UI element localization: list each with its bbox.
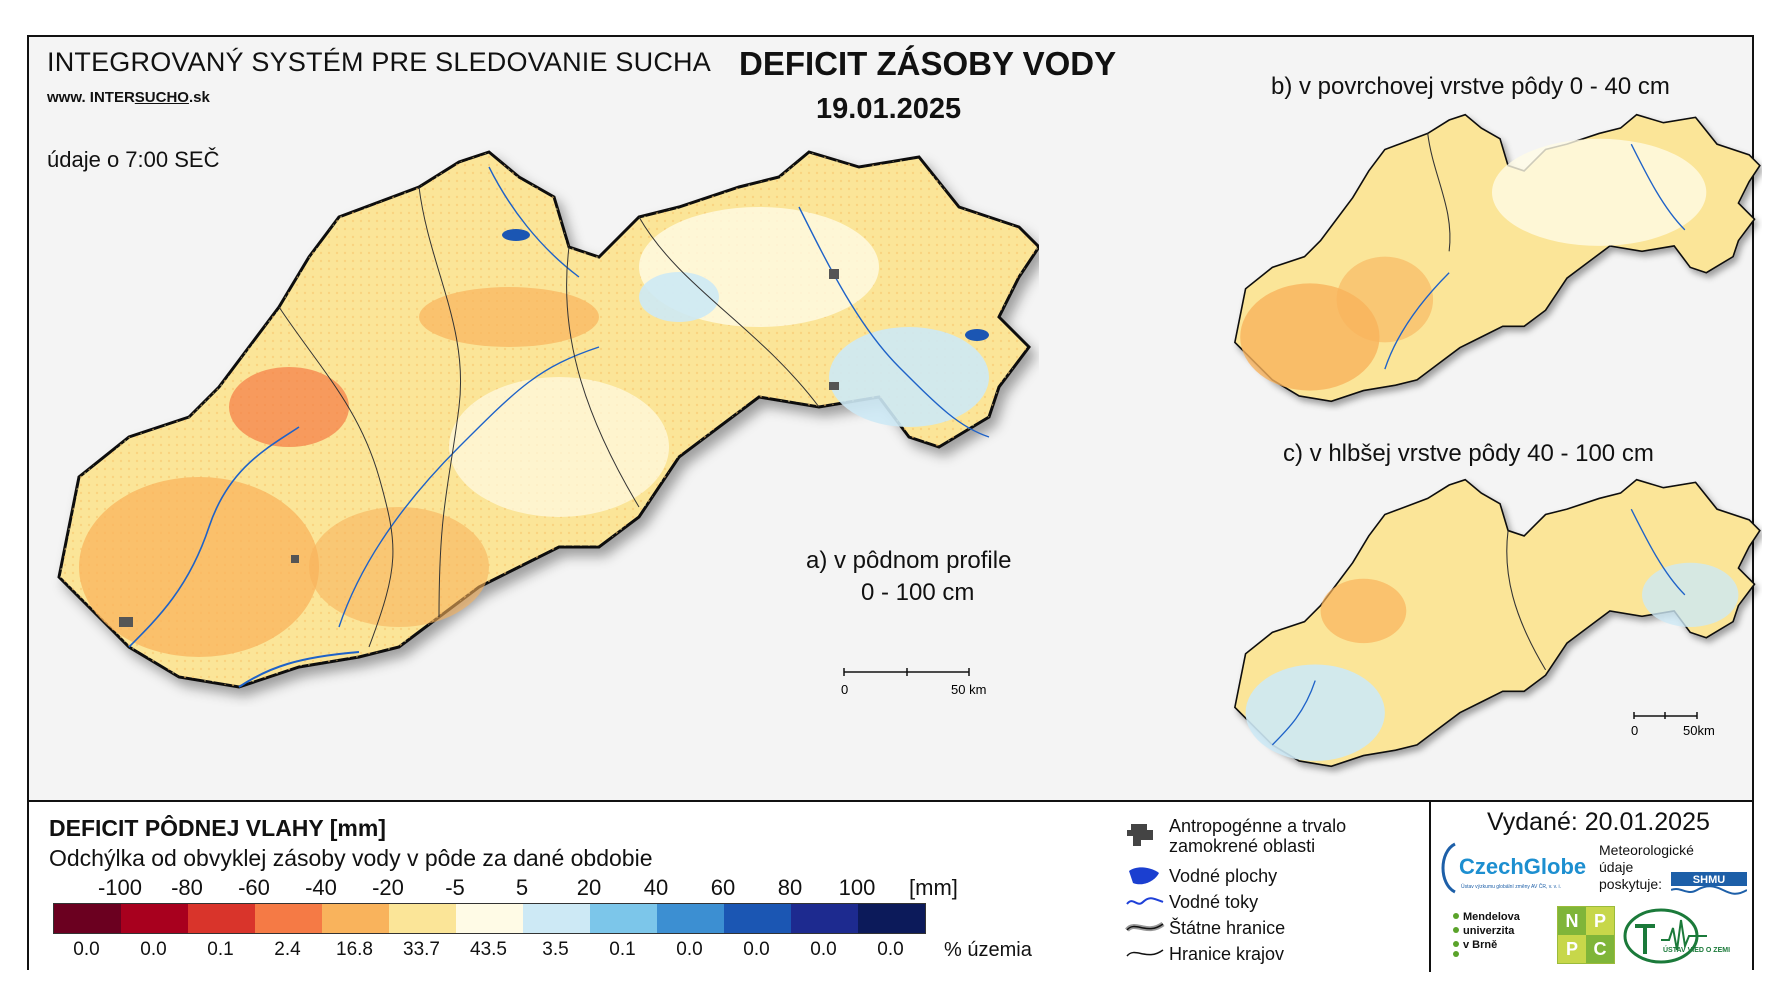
mendel-logo-dots bbox=[1453, 913, 1459, 957]
issued-date: Vydané: 20.01.2025 bbox=[1487, 808, 1710, 836]
area-unit-label: % územia bbox=[944, 939, 1032, 961]
czechglobe-logo[interactable]: CzechGlobe Ústav výzkumu globální změny … bbox=[1441, 838, 1611, 898]
colorbar-tick: -100 bbox=[97, 875, 143, 900]
water-body-icon bbox=[1129, 867, 1159, 885]
legend-panel: DEFICIT PÔDNEJ VLAHY [mm] Odchýlka od ob… bbox=[29, 800, 1752, 972]
colorbar-tick: 80 bbox=[777, 875, 803, 900]
colorbar-class-2 bbox=[188, 904, 255, 933]
map-date: 19.01.2025 bbox=[816, 93, 962, 125]
scale-zero-label: 0 bbox=[841, 682, 848, 697]
area-percentage: 0.1 bbox=[207, 939, 234, 960]
colorbar-class-0 bbox=[54, 904, 121, 933]
colorbar-class-8 bbox=[590, 904, 657, 933]
area-percentage: 0.0 bbox=[810, 939, 837, 960]
area-percentage: 3.5 bbox=[542, 939, 569, 960]
legend-subtitle: Odchýlka od obvyklej zásoby vody v pôde … bbox=[49, 845, 653, 871]
area-percentage: 43.5 bbox=[470, 939, 507, 960]
svg-text:CzechGlobe: CzechGlobe bbox=[1459, 854, 1586, 879]
scale-small-zero-label: 0 bbox=[1631, 723, 1638, 738]
scale-small-end-label: 50km bbox=[1683, 723, 1715, 738]
colorbar-class-3 bbox=[255, 904, 322, 933]
map-b-label: b) v povrchovej vrstve pôdy 0 - 40 cm bbox=[1271, 73, 1670, 100]
area-percentage: 0.0 bbox=[676, 939, 703, 960]
uvz-logo[interactable]: ÚSTAV VIED O ZEMI bbox=[1621, 906, 1751, 966]
colorbar-tick: 40 bbox=[643, 875, 669, 900]
rivers-label: Vodné toky bbox=[1169, 892, 1259, 912]
publisher-box: Vydané: 20.01.2025 CzechGlobe Ústav výzk… bbox=[1429, 802, 1758, 972]
colorbar-tick: 20 bbox=[576, 875, 602, 900]
regional-border-label: Hranice krajov bbox=[1169, 944, 1285, 964]
area-percentage: 2.4 bbox=[274, 939, 301, 960]
colorbar-tick: -80 bbox=[171, 875, 203, 900]
anthropogenic-icon bbox=[1127, 824, 1153, 846]
anthropogenic-label: Antropogénne a trvalo zamokrené oblasti bbox=[1169, 816, 1347, 856]
scale-bar-main: 0 50 km bbox=[841, 668, 986, 697]
page-title: DEFICIT ZÁSOBY VODY bbox=[739, 45, 1117, 82]
map-a-depth-label: 0 - 100 cm bbox=[861, 579, 975, 606]
map-a-label: a) v pôdnom profile bbox=[806, 547, 1012, 574]
map-b-surface-layer bbox=[1222, 112, 1762, 412]
shmu-logo[interactable]: SHMU bbox=[1671, 870, 1747, 898]
area-percentage: 0.0 bbox=[743, 939, 770, 960]
colorbar-tick: -5 bbox=[445, 875, 465, 900]
colorbar-tick: -60 bbox=[238, 875, 270, 900]
regional-border-icon bbox=[1126, 949, 1164, 957]
colorbar-unit: [mm] bbox=[909, 875, 958, 900]
mendel-university-logo[interactable]: Mendelova univerzita v Brně bbox=[1463, 911, 1520, 951]
legend-title: DEFICIT PÔDNEJ VLAHY [mm] bbox=[49, 815, 386, 841]
colorbar-class-9 bbox=[657, 904, 724, 933]
map-panel: INTEGROVANÝ SYSTÉM PRE SLEDOVANIE SUCHA … bbox=[29, 37, 1752, 800]
svg-text:SHMU: SHMU bbox=[1693, 874, 1725, 886]
colorbar-tick: 5 bbox=[515, 875, 529, 900]
colorbar-class-10 bbox=[724, 904, 791, 933]
observation-time: údaje o 7:00 SEČ bbox=[47, 147, 220, 172]
colorbar-tick: -20 bbox=[372, 875, 404, 900]
colorbar-tick: 60 bbox=[710, 875, 736, 900]
colorbar-class-6 bbox=[456, 904, 523, 933]
svg-text:Ústav výzkumu globální změny A: Ústav výzkumu globální změny AV ČR, v. v… bbox=[1461, 883, 1561, 890]
colorbar-class-7 bbox=[523, 904, 590, 933]
map-c-label: c) v hlbšej vrstve pôdy 40 - 100 cm bbox=[1283, 440, 1654, 467]
map-c-deep-layer bbox=[1222, 477, 1762, 777]
water-bodies-label: Vodné plochy bbox=[1169, 866, 1278, 886]
system-title: INTEGROVANÝ SYSTÉM PRE SLEDOVANIE SUCHA bbox=[47, 47, 711, 77]
map-sheet: INTEGROVANÝ SYSTÉM PRE SLEDOVANIE SUCHA … bbox=[27, 35, 1754, 972]
meteo-provider-text: Meteorologické údaje poskytuje: bbox=[1599, 842, 1694, 892]
area-percentage: 16.8 bbox=[336, 939, 373, 960]
area-percentage: 0.0 bbox=[877, 939, 904, 960]
state-border-icon bbox=[1125, 921, 1165, 932]
website-link[interactable]: www. INTERSUCHO.sk bbox=[47, 89, 210, 106]
area-percentage: 0.0 bbox=[73, 939, 100, 960]
nppc-logo[interactable]: N P P C bbox=[1557, 906, 1615, 964]
river-icon bbox=[1126, 897, 1164, 905]
state-border-label: Štátne hranice bbox=[1169, 918, 1286, 938]
colorbar-tick: -40 bbox=[305, 875, 337, 900]
area-percentage: 0.1 bbox=[609, 939, 636, 960]
area-percentage: 0.0 bbox=[140, 939, 167, 960]
scale-end-label: 50 km bbox=[951, 682, 986, 697]
colorbar-class-5 bbox=[389, 904, 456, 933]
colorbar-class-12 bbox=[858, 904, 925, 933]
colorbar bbox=[53, 903, 926, 934]
map-a-soil-profile bbox=[57, 150, 1039, 689]
colorbar-class-4 bbox=[322, 904, 389, 933]
colorbar-class-11 bbox=[791, 904, 858, 933]
colorbar-tick: 100 bbox=[838, 875, 876, 900]
colorbar-class-1 bbox=[121, 904, 188, 933]
area-percentage: 33.7 bbox=[403, 939, 440, 960]
svg-text:ÚSTAV VIED O ZEMI: ÚSTAV VIED O ZEMI bbox=[1663, 945, 1730, 954]
scale-bar-small: 0 50km bbox=[1631, 712, 1715, 738]
